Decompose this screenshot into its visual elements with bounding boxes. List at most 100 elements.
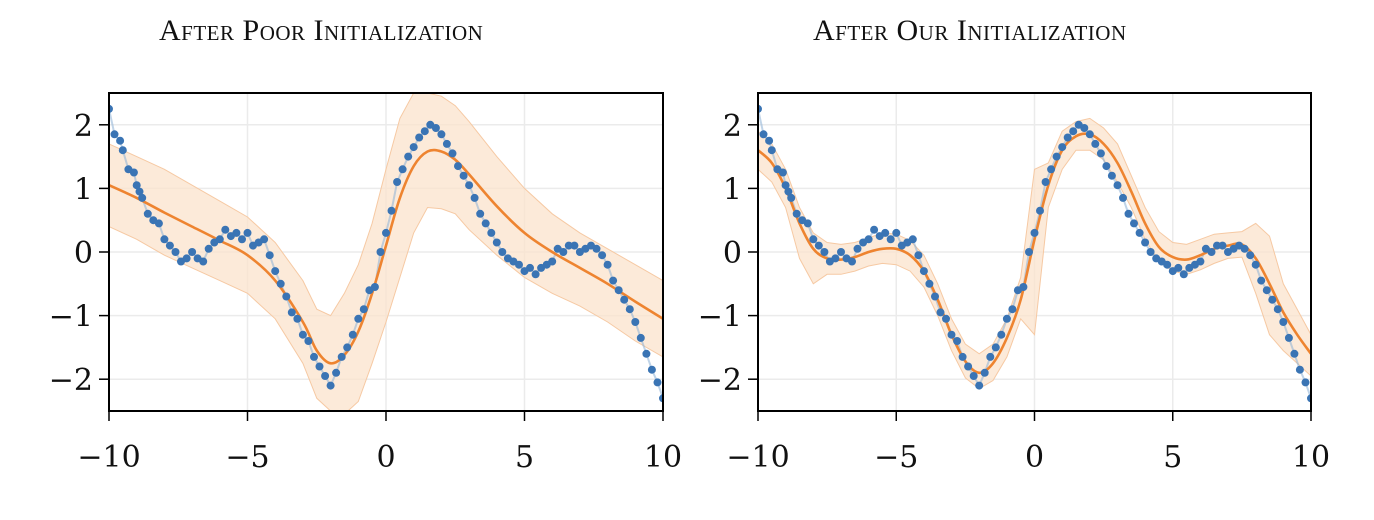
data-point [442, 139, 451, 148]
data-point [1113, 181, 1122, 190]
data-point [129, 168, 138, 177]
data-point [337, 352, 346, 361]
data-point [1096, 149, 1105, 158]
data-point [1163, 260, 1172, 269]
data-point [315, 362, 324, 371]
data-point [135, 187, 144, 196]
data-point [110, 130, 119, 139]
data-point [653, 378, 662, 387]
data-point [232, 228, 241, 237]
data-point [215, 235, 224, 244]
data-point [548, 257, 557, 266]
data-point [986, 352, 995, 361]
data-point [470, 193, 479, 202]
data-point [1135, 228, 1144, 237]
data-point [765, 136, 774, 145]
data-point [437, 130, 446, 139]
data-point [1041, 178, 1050, 186]
data-point [1036, 206, 1044, 215]
chart-title-left: After Poor Initialization [159, 14, 484, 47]
data-point [1141, 238, 1150, 247]
data-point [781, 181, 790, 190]
data-point [1218, 241, 1227, 250]
data-point [282, 292, 291, 301]
data-point [118, 146, 127, 155]
data-point [1240, 244, 1249, 253]
x-tick-label: −5 [225, 440, 269, 475]
plot-area-left [109, 93, 663, 411]
x-tick-label: 0 [1025, 440, 1044, 475]
data-point [1179, 270, 1188, 279]
y-tick-label: −2 [698, 363, 742, 398]
data-point [481, 219, 490, 228]
data-point [914, 251, 923, 260]
data-point [1290, 349, 1299, 358]
data-point [376, 248, 385, 256]
data-point [820, 248, 829, 256]
data-point [1251, 260, 1260, 269]
y-tick-label: 2 [723, 109, 742, 144]
data-point [199, 257, 208, 266]
data-point [609, 276, 618, 285]
data-point [559, 248, 568, 256]
data-point [958, 352, 967, 361]
data-point [870, 225, 879, 234]
data-point [947, 330, 956, 339]
data-point [953, 337, 962, 345]
data-point [980, 368, 989, 377]
data-point [1262, 286, 1271, 295]
data-point [293, 314, 302, 323]
data-point [942, 314, 950, 323]
data-point [160, 235, 169, 244]
data-point [188, 248, 197, 256]
data-point [620, 295, 629, 304]
data-point [260, 235, 269, 244]
data-point [1107, 171, 1116, 180]
data-point [515, 260, 523, 269]
data-point [1019, 283, 1028, 291]
data-point [778, 168, 787, 177]
data-point [387, 206, 396, 215]
data-point [886, 235, 895, 244]
data-point [310, 352, 318, 361]
data-point [1030, 228, 1039, 237]
data-point [476, 209, 485, 218]
data-point [404, 152, 413, 161]
plot-area-right [758, 104, 1311, 403]
data-point [792, 209, 801, 218]
data-point [614, 286, 623, 295]
confidence-band [758, 117, 1311, 390]
data-point [498, 248, 507, 256]
data-point [1002, 314, 1011, 323]
data-point [304, 337, 313, 345]
data-point [143, 209, 152, 218]
data-point [759, 130, 768, 139]
data-point [420, 127, 429, 136]
data-point [1268, 295, 1277, 304]
data-point [393, 178, 402, 186]
data-point [354, 314, 363, 323]
data-point [238, 235, 246, 244]
data-point [570, 241, 579, 250]
data-point [1080, 124, 1089, 132]
y-tick-label: 2 [74, 109, 93, 144]
data-point [265, 251, 274, 260]
data-point [1174, 263, 1183, 272]
data-point [647, 365, 656, 374]
data-point [784, 187, 793, 196]
data-point [997, 330, 1006, 339]
x-tick-label: 0 [376, 440, 395, 475]
data-point [409, 143, 418, 152]
x-tick-label: 10 [1292, 440, 1330, 475]
data-point [298, 330, 307, 339]
data-point [154, 219, 163, 228]
data-point [1246, 251, 1255, 260]
data-point [454, 162, 462, 171]
data-point [892, 228, 901, 237]
data-point [837, 248, 845, 256]
data-point [171, 248, 180, 256]
data-point [1284, 333, 1293, 342]
x-tick-label: 5 [515, 440, 534, 475]
